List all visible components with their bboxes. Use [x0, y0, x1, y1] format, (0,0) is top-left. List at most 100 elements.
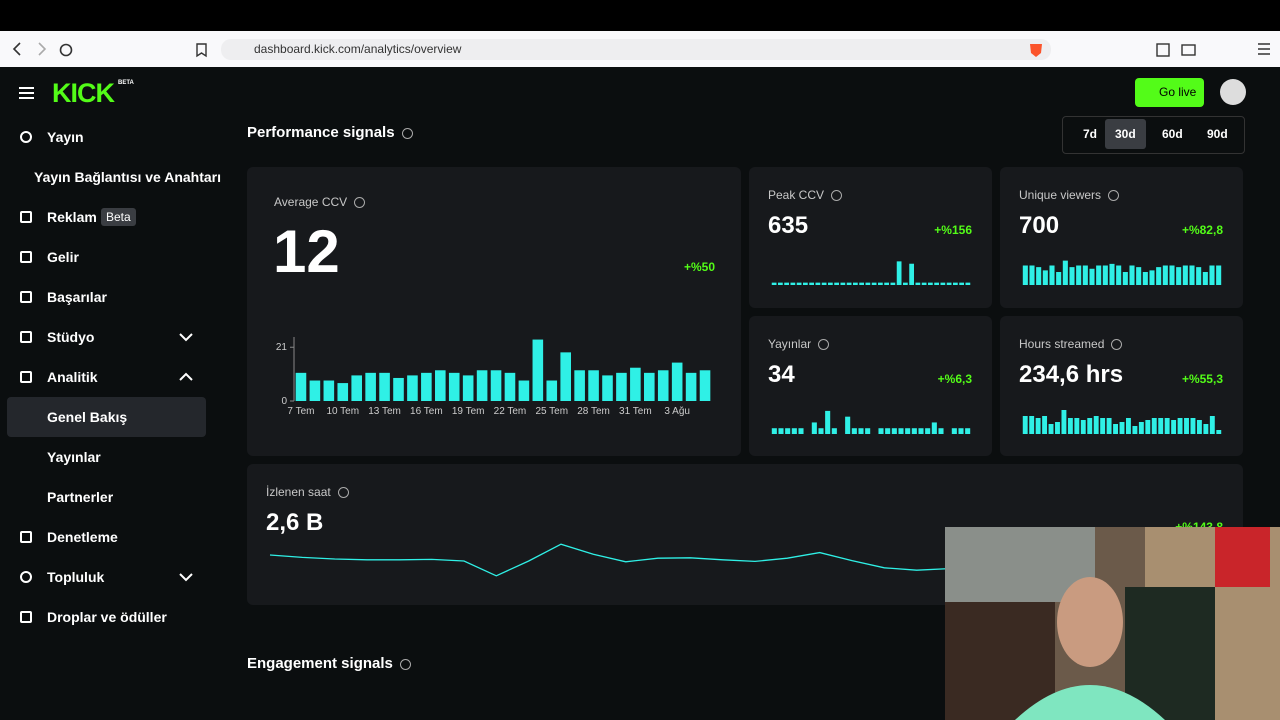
logo[interactable]: KICK: [52, 78, 115, 108]
avatar[interactable]: [1220, 79, 1246, 105]
card-title: Peak CCV: [768, 188, 843, 202]
nav-item[interactable]: Droplar ve ödüller: [47, 609, 167, 625]
bar: [1080, 420, 1086, 434]
bar: [448, 372, 460, 401]
bar: [407, 375, 418, 401]
bar: [918, 428, 924, 434]
bar: [811, 422, 817, 434]
bar: [1216, 265, 1222, 285]
bar: [671, 362, 683, 401]
card-title: Average CCV: [274, 195, 366, 209]
bar: [884, 282, 889, 285]
bar: [909, 263, 914, 285]
bar: [602, 375, 613, 401]
bar: [831, 428, 837, 434]
nav-item[interactable]: Reklam: [47, 209, 97, 225]
bar: [931, 422, 937, 434]
nav-item[interactable]: Yayınlar: [47, 449, 101, 465]
bar: [905, 428, 911, 434]
bar: [630, 367, 641, 401]
range-button[interactable]: 7d: [1083, 127, 1098, 141]
bar: [1022, 265, 1028, 285]
bar: [1209, 265, 1215, 285]
bar: [1203, 424, 1209, 434]
bar: [959, 282, 964, 285]
card-title-text: Average CCV: [274, 195, 348, 209]
bar: [1177, 418, 1183, 434]
bar-chart: 0 21 7 Tem 10 Tem 13 Tem 16 Tem 19 Tem 22 Tem 25…: [276, 337, 711, 417]
nav-item[interactable]: Partnerler: [47, 489, 114, 505]
url[interactable]: dashboard.kick.com/analytics/overview: [254, 42, 462, 56]
bar: [858, 428, 864, 434]
bar: [853, 282, 858, 285]
range-button[interactable]: 30d: [1105, 119, 1146, 149]
y-tick-label: 21: [276, 342, 288, 353]
bar: [365, 372, 376, 401]
bar: [1142, 272, 1148, 285]
nav-item[interactable]: Denetleme: [47, 529, 118, 545]
bar: [518, 380, 530, 401]
sparkline: [1022, 410, 1222, 434]
bar: [1106, 418, 1112, 434]
nav-item[interactable]: Gelir: [47, 249, 79, 265]
bar: [928, 282, 933, 285]
bar: [1138, 422, 1144, 434]
sparkline: [771, 410, 971, 434]
bar: [846, 282, 852, 285]
bar: [1119, 422, 1125, 434]
chevron-path: [179, 573, 193, 582]
browser-toolbar: dashboard.kick.com/analytics/overview: [0, 31, 1280, 67]
nav-item[interactable]: Topluluk: [47, 569, 105, 585]
nav-item[interactable]: Yayın Bağlantısı ve Anahtarı: [34, 169, 221, 185]
menu-icon[interactable]: [18, 85, 36, 101]
bar: [1100, 418, 1106, 434]
section-title-text: Engagement signals: [247, 655, 393, 672]
section-title: Engagement signals: [247, 655, 411, 672]
info-icon: [818, 339, 830, 351]
nav-icon: [20, 611, 32, 623]
nav-item[interactable]: Stüdyo: [47, 329, 95, 345]
nav-item[interactable]: Analitik: [47, 369, 98, 385]
x-tick-label: 19 Tem: [452, 406, 485, 417]
bar: [1209, 416, 1215, 434]
card: Hours streamed 234,6 hrs +%55,3: [1000, 316, 1243, 456]
bar: [951, 428, 957, 434]
bar: [1196, 420, 1202, 434]
y-tick-label: 0: [281, 396, 287, 407]
bar: [1164, 418, 1170, 434]
bar: [859, 282, 864, 285]
bar: [885, 428, 891, 434]
bar: [1158, 418, 1164, 434]
nav-item[interactable]: Yayın: [47, 129, 84, 145]
info-icon: [1111, 339, 1123, 351]
x-tick-label: 25 Tem: [535, 406, 568, 417]
nav-item[interactable]: Başarılar: [47, 289, 107, 305]
bar: [878, 282, 883, 285]
card-title-text: Yayınlar: [768, 337, 812, 351]
nav-icon: [20, 251, 32, 263]
card-value: 34: [768, 361, 795, 388]
bar: [504, 372, 516, 401]
bar: [435, 370, 446, 401]
bar: [421, 372, 432, 401]
card-change: +%156: [934, 223, 972, 237]
bar: [1096, 265, 1102, 285]
bar: [958, 428, 964, 434]
nav-icon: [20, 531, 32, 543]
range-button[interactable]: 60d: [1162, 127, 1183, 141]
x-tick-label: 10 Tem: [326, 406, 359, 417]
nav-icon: [20, 291, 32, 303]
bar: [1042, 416, 1048, 434]
go-live-button[interactable]: Go live: [1135, 78, 1204, 107]
nav-item[interactable]: Genel Bakış: [47, 409, 128, 425]
card-value: 234,6 hrs: [1019, 361, 1124, 388]
bar: [1202, 272, 1208, 285]
bar: [309, 380, 321, 401]
bar: [871, 282, 877, 285]
info-icon: [831, 190, 843, 202]
bar: [1122, 272, 1128, 285]
bar: [1182, 265, 1188, 285]
range-button[interactable]: 90d: [1207, 127, 1228, 141]
browser-icons: [12, 39, 1270, 60]
bar: [1056, 272, 1062, 285]
